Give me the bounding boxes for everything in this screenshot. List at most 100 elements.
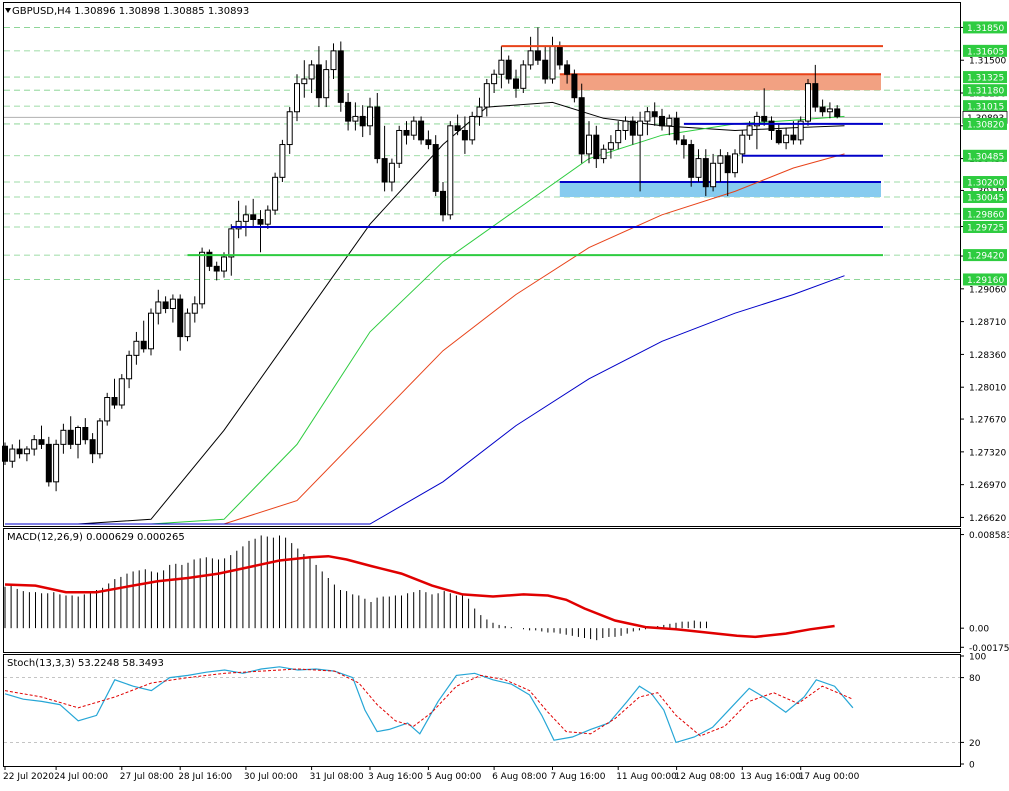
candle-body-up <box>600 148 607 160</box>
candle-body-down <box>505 59 512 80</box>
time-tick-label: 24 Jul 00:00 <box>54 772 108 782</box>
candle-body-down <box>213 265 220 272</box>
level-label-box <box>963 207 1007 220</box>
price-tick-label: 1.28010 <box>969 384 1006 394</box>
candle <box>410 116 417 140</box>
candle-body-up <box>410 120 417 136</box>
candle-body-up <box>491 73 498 85</box>
time-tick-label: 5 Aug 00:00 <box>426 772 481 782</box>
candle <box>513 69 519 98</box>
candle-body-down <box>359 115 366 127</box>
time-tick-label: 7 Aug 16:00 <box>551 772 606 782</box>
candle-body-down <box>16 448 23 455</box>
candle <box>542 46 549 84</box>
candle <box>133 331 140 365</box>
time-tick-label: 31 Jul 08:00 <box>310 772 364 782</box>
candle <box>447 121 454 220</box>
candle-body-down <box>374 106 381 160</box>
candle <box>826 102 833 119</box>
candle <box>834 105 841 119</box>
candle <box>67 416 74 450</box>
candle-body-up <box>607 142 614 150</box>
time-tick-label: 12 Aug 08:00 <box>675 772 736 782</box>
level-label-text: 1.31180 <box>967 87 1004 97</box>
candle <box>396 125 403 168</box>
candle-body-down <box>425 139 432 146</box>
candle <box>578 83 585 164</box>
candle-body-up <box>279 144 286 178</box>
candle <box>294 74 300 122</box>
candle-body-down <box>542 59 549 80</box>
candle <box>461 116 468 154</box>
candle <box>717 149 724 183</box>
candle <box>469 111 476 145</box>
level-label-text: 1.31605 <box>967 47 1004 57</box>
candle <box>476 97 483 126</box>
candle-body-down <box>461 129 468 141</box>
candle <box>710 153 717 192</box>
candle <box>345 93 352 131</box>
candle <box>177 294 184 351</box>
candle-body-down <box>768 120 775 131</box>
candle-body-down <box>45 443 52 483</box>
level-label-box <box>963 100 1007 113</box>
candle-body-up <box>527 50 534 66</box>
candle <box>242 205 249 237</box>
time-tick-label: 22 Jul 2020 <box>3 772 54 782</box>
candle <box>184 308 191 342</box>
candle-body-up <box>396 129 403 164</box>
candle-body-down <box>775 129 782 144</box>
time-tick-label: 11 Aug 00:00 <box>616 772 677 782</box>
candle-body-up <box>228 228 235 258</box>
candle <box>272 172 279 215</box>
candle <box>418 116 425 145</box>
candle <box>53 439 60 492</box>
candle <box>337 41 344 112</box>
candle <box>191 296 198 323</box>
candle <box>330 43 337 79</box>
candle-body-up <box>783 134 790 144</box>
candle <box>805 78 811 126</box>
candle-body-up <box>31 439 38 450</box>
candle <box>286 107 293 154</box>
candle <box>593 125 600 168</box>
candle-body-down <box>337 50 344 103</box>
candle <box>819 99 826 117</box>
candle <box>89 433 96 464</box>
candle-body-down <box>111 397 118 406</box>
candle <box>279 139 286 183</box>
candle <box>425 130 432 150</box>
candle <box>82 418 89 445</box>
candle-body-up <box>710 162 717 188</box>
candle <box>432 135 439 197</box>
candle <box>680 135 687 159</box>
candle <box>235 200 242 239</box>
candle <box>352 102 359 131</box>
candle-body-down <box>2 445 8 462</box>
price-tick-label: 1.29060 <box>969 285 1006 295</box>
candle-body-up <box>498 59 505 75</box>
macd-signal-line <box>4 554 835 639</box>
candle <box>761 88 768 126</box>
candle <box>126 350 133 389</box>
ma-line-3 <box>5 275 845 525</box>
candle-body-down <box>812 83 819 108</box>
macd-tick-label: 0.00 <box>969 625 989 635</box>
candle-body-up <box>221 256 227 272</box>
price-tick-label: 1.28360 <box>969 351 1006 361</box>
level-label-text: 1.31850 <box>967 24 1004 34</box>
candle <box>315 46 322 108</box>
candle <box>221 252 227 278</box>
candle-body-down <box>578 97 585 155</box>
candle-body-up <box>133 340 140 356</box>
candle <box>695 149 702 183</box>
candle-body-down <box>82 426 89 441</box>
candle <box>724 152 731 197</box>
candle-body-down <box>418 120 425 141</box>
candle <box>498 46 505 89</box>
candle-body-up <box>9 448 16 462</box>
candle-body-down <box>761 115 768 122</box>
candle-body-down <box>564 64 571 75</box>
